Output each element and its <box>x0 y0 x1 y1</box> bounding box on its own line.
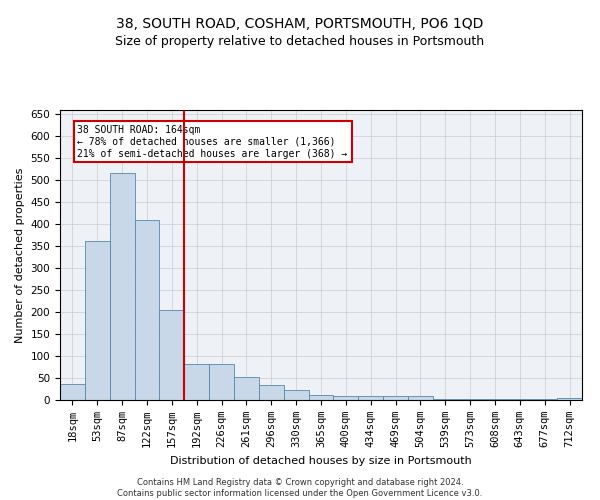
Text: Size of property relative to detached houses in Portsmouth: Size of property relative to detached ho… <box>115 35 485 48</box>
Bar <box>85 240 110 400</box>
Bar <box>557 398 582 400</box>
Bar <box>234 377 259 400</box>
Bar <box>508 399 532 400</box>
Bar <box>383 396 408 400</box>
Y-axis label: Number of detached properties: Number of detached properties <box>15 168 25 342</box>
Bar <box>433 399 458 400</box>
Bar <box>334 396 358 400</box>
Bar <box>532 399 557 400</box>
X-axis label: Distribution of detached houses by size in Portsmouth: Distribution of detached houses by size … <box>170 456 472 466</box>
Text: 38 SOUTH ROAD: 164sqm
← 78% of detached houses are smaller (1,366)
21% of semi-d: 38 SOUTH ROAD: 164sqm ← 78% of detached … <box>77 126 347 158</box>
Bar <box>209 364 234 400</box>
Bar <box>110 173 134 400</box>
Bar <box>358 396 383 400</box>
Bar <box>60 384 85 400</box>
Bar <box>408 396 433 400</box>
Bar <box>284 390 308 400</box>
Bar <box>458 399 482 400</box>
Bar <box>184 364 209 400</box>
Text: 38, SOUTH ROAD, COSHAM, PORTSMOUTH, PO6 1QD: 38, SOUTH ROAD, COSHAM, PORTSMOUTH, PO6 … <box>116 18 484 32</box>
Bar <box>134 220 160 400</box>
Bar <box>160 310 184 400</box>
Bar <box>482 399 508 400</box>
Text: Contains HM Land Registry data © Crown copyright and database right 2024.
Contai: Contains HM Land Registry data © Crown c… <box>118 478 482 498</box>
Bar <box>259 384 284 400</box>
Bar <box>308 394 334 400</box>
